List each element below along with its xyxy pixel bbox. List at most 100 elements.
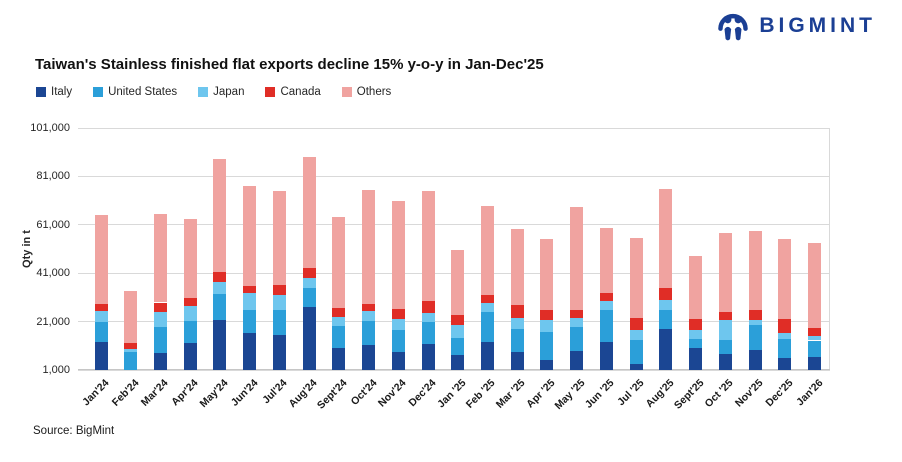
bar-segment-italy — [510, 352, 524, 370]
legend-label: Italy — [51, 86, 73, 98]
bar-segment-united-states — [362, 321, 376, 346]
y-tick-label: 1,000 — [42, 364, 70, 376]
y-tick-label: 101,000 — [30, 122, 70, 134]
bar-segment-japan — [540, 319, 554, 333]
bar-segment-japan — [808, 336, 822, 341]
bar-segment-canada — [183, 298, 197, 307]
bar-segment-canada — [659, 287, 673, 301]
bar-segment-japan — [243, 292, 257, 311]
bar-segment-others — [213, 159, 227, 272]
legend-label: Japan — [213, 86, 245, 98]
legend-item: Italy — [36, 86, 72, 98]
y-axis-ticks: 1,000 21,000 41,000 61,000 81,000 101,000 — [0, 122, 70, 376]
bar-segment-united-states — [272, 310, 286, 336]
bar-segment-japan — [510, 317, 524, 329]
bar-segment-italy — [243, 332, 257, 370]
bar-segment-others — [332, 217, 346, 308]
bar-segment-united-states — [94, 322, 108, 343]
source-note: Source: BigMint — [33, 425, 115, 437]
bar-segment-italy — [153, 353, 167, 370]
bar-segment-italy — [540, 359, 554, 370]
bar-segment-united-states — [510, 328, 524, 353]
bar-segment-italy — [362, 345, 376, 370]
legend-item: Canada — [265, 86, 321, 98]
bar-segment-italy — [391, 352, 405, 370]
bar-segment-united-states — [451, 337, 465, 356]
plot-right-border — [829, 128, 830, 370]
bar-segment-italy — [778, 357, 792, 370]
y-tick-label: 21,000 — [36, 315, 70, 328]
bar-segment-canada — [689, 319, 703, 331]
bar-segment-japan — [451, 325, 465, 338]
bar-segment-japan — [332, 316, 346, 326]
bar-segment-others — [451, 250, 465, 316]
gridline — [78, 369, 830, 371]
bar-segment-united-states — [689, 338, 703, 348]
bar-segment-canada — [599, 293, 613, 301]
bar-segment-canada — [332, 307, 346, 317]
gridline — [78, 224, 830, 226]
bar-segment-japan — [153, 311, 167, 327]
bar-segment-italy — [94, 342, 108, 370]
bar-segment-japan — [629, 330, 643, 341]
bar-segment-japan — [391, 319, 405, 330]
legend-swatch-icon — [93, 87, 104, 97]
bar-segment-japan — [124, 348, 138, 353]
legend-swatch-icon — [198, 87, 209, 97]
bar-segment-italy — [599, 342, 613, 370]
bar-segment-united-states — [124, 352, 138, 370]
bar-segment-italy — [480, 342, 494, 370]
bar-segment-italy — [659, 328, 673, 370]
bar-segment-italy — [421, 343, 435, 370]
bar-segment-united-states — [243, 310, 257, 333]
bar-segment-canada — [808, 327, 822, 337]
bar-segment-others — [153, 213, 167, 303]
bar-segment-japan — [421, 312, 435, 323]
legend: Italy United States Japan Canada Others — [36, 86, 391, 98]
bar-segment-italy — [183, 343, 197, 370]
legend-label: United States — [108, 86, 178, 98]
bar-segment-italy — [302, 306, 316, 370]
bar-segment-italy — [629, 363, 643, 370]
bar-segment-canada — [510, 305, 524, 318]
bar-segment-japan — [778, 333, 792, 339]
bar-segment-others — [689, 255, 703, 320]
bar-segment-others — [540, 238, 554, 311]
bigmint-logo: BIGMINT — [715, 9, 876, 43]
bar-segment-united-states — [629, 340, 643, 364]
y-tick-label: 41,000 — [36, 267, 70, 280]
bar-segment-italy — [332, 348, 346, 370]
y-tick-label: 61,000 — [36, 218, 70, 231]
page-title: Taiwan's Stainless finished flat exports… — [35, 56, 544, 73]
bar-segment-canada — [213, 272, 227, 282]
y-tick-label: 81,000 — [36, 170, 70, 183]
bar-segment-united-states — [332, 325, 346, 349]
bar-segment-canada — [570, 309, 584, 318]
bar-segment-japan — [748, 319, 762, 326]
bar-segment-canada — [451, 315, 465, 326]
bar-segment-canada — [748, 309, 762, 320]
bar-segment-japan — [94, 310, 108, 323]
legend-item: United States — [93, 86, 177, 98]
bar-segment-canada — [272, 285, 286, 295]
bar-segment-japan — [480, 302, 494, 312]
bar-segment-japan — [599, 300, 613, 311]
bar-segment-united-states — [391, 329, 405, 353]
bigmint-logo-icon — [718, 13, 749, 41]
bar-segment-united-states — [183, 320, 197, 344]
legend-swatch-icon — [36, 87, 46, 97]
bar-segment-canada — [629, 318, 643, 331]
gridline — [78, 175, 830, 177]
bar-segment-others — [362, 189, 376, 304]
legend-label: Others — [356, 86, 392, 98]
bar-segment-united-states — [153, 326, 167, 354]
bar-segment-others — [570, 206, 584, 310]
bar-segment-italy — [748, 349, 762, 370]
bar-segment-japan — [213, 281, 227, 294]
bar-segment-japan — [718, 320, 732, 340]
bar-segment-united-states — [540, 332, 554, 360]
bar-segment-canada — [540, 310, 554, 320]
legend-item: Japan — [198, 86, 244, 98]
bar-segment-others — [183, 218, 197, 299]
